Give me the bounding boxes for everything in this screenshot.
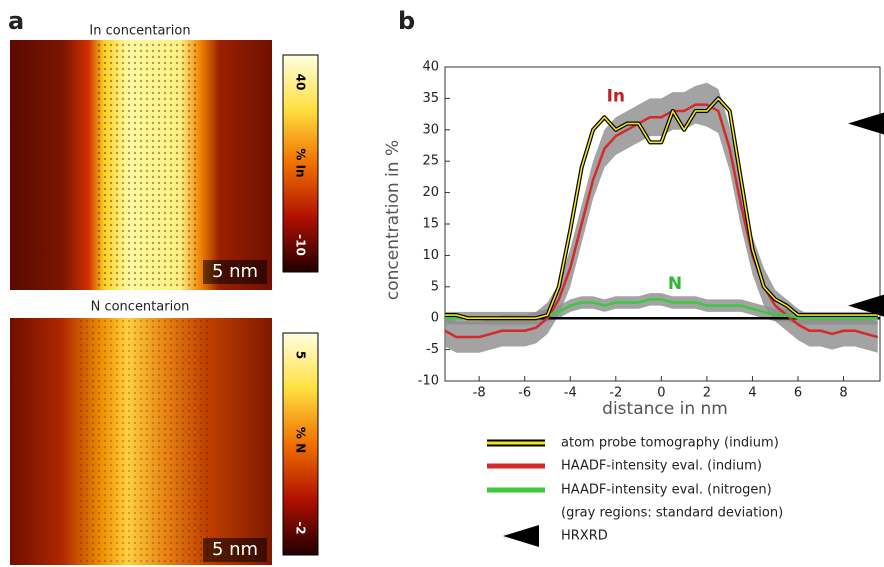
x-tick-label: 0	[657, 386, 665, 401]
colorbar	[282, 332, 319, 556]
y-tick-label: 40	[422, 60, 439, 75]
std-band	[445, 82, 878, 353]
y-tick-label: -5	[426, 342, 439, 357]
scale-bar-bg	[203, 260, 267, 284]
y-tick-label: 5	[431, 279, 439, 294]
legend-label: HRXRD	[561, 529, 608, 544]
colorbar-label: % In	[294, 148, 308, 177]
atom-texture	[95, 40, 200, 290]
y-tick-label: 15	[422, 217, 439, 232]
atom-texture	[80, 318, 210, 565]
scale-bar: 5 nm	[212, 261, 258, 282]
series-line	[444, 103, 879, 339]
hrxrd-marker	[503, 525, 539, 547]
x-tick-label: 6	[794, 386, 802, 401]
legend-label: HAADF-intensity eval. (nitrogen)	[561, 483, 772, 498]
y-tick-label: 30	[422, 122, 439, 137]
annotation: In	[607, 86, 625, 106]
colorbar-max: 40	[294, 74, 308, 91]
colorbar-min: -2	[294, 521, 308, 534]
y-axis-label: concentration in %	[383, 140, 403, 300]
colorbar-label: % N	[294, 427, 308, 453]
x-tick-label: -4	[564, 386, 577, 401]
x-tick-label: 2	[703, 386, 711, 401]
legend-note: (gray regions: standard deviation)	[561, 506, 783, 521]
std-band	[445, 293, 878, 325]
colorbar-min: -10	[294, 234, 308, 256]
y-tick-label: 25	[422, 154, 439, 169]
y-tick-label: 20	[422, 185, 439, 200]
panel-label: a	[8, 7, 24, 35]
map-title: In concentarion	[89, 24, 190, 39]
scale-bar-bg	[203, 538, 267, 562]
y-tick-label: -10	[418, 374, 439, 389]
x-tick-label: -8	[473, 386, 486, 401]
x-axis-label: distance in nm	[602, 399, 728, 419]
colorbar-max: 5	[294, 351, 308, 359]
legend-label: atom probe tomography (indium)	[561, 436, 779, 451]
x-tick-label: 8	[839, 386, 847, 401]
annotation: N	[668, 274, 682, 294]
y-tick-label: 35	[422, 91, 439, 106]
y-tick-label: 0	[431, 311, 439, 326]
colorbar	[282, 54, 319, 273]
legend-label: HAADF-intensity eval. (indium)	[561, 459, 762, 474]
hrxrd-marker	[848, 294, 884, 317]
panel-label: b	[398, 7, 415, 35]
scale-bar: 5 nm	[212, 539, 258, 560]
series-line	[445, 97, 878, 319]
x-tick-label: -6	[518, 386, 531, 401]
y-tick-label: 10	[422, 248, 439, 263]
map-title: N concentarion	[91, 300, 190, 315]
hrxrd-marker	[848, 112, 884, 135]
x-tick-label: -2	[609, 386, 622, 401]
x-tick-label: 4	[748, 386, 756, 401]
